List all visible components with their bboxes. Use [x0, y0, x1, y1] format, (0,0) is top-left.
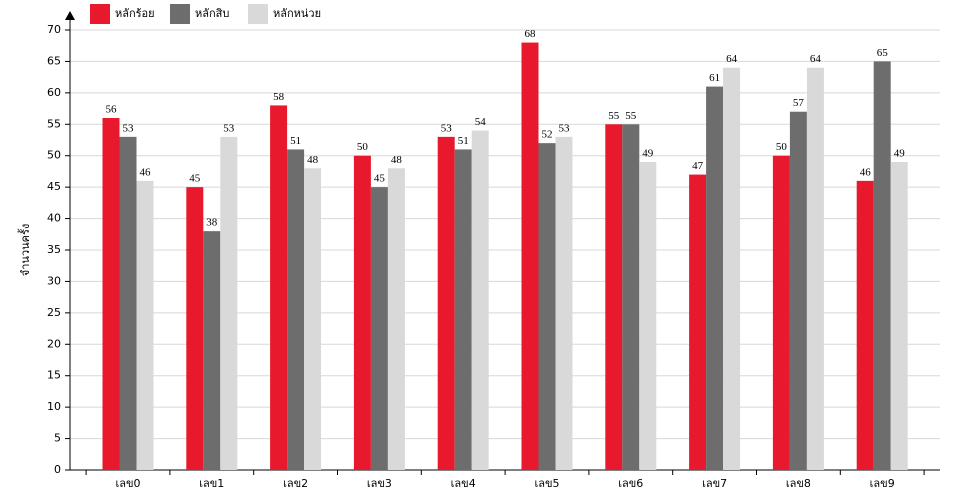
y-tick-label: 65 — [47, 54, 61, 67]
value-label: 47 — [692, 160, 704, 172]
y-tick-label: 15 — [47, 369, 61, 382]
x-tick-label: เลข2 — [283, 477, 308, 490]
bar — [706, 86, 724, 471]
bar — [772, 155, 790, 470]
bar — [454, 149, 472, 470]
value-label: 53 — [123, 122, 135, 134]
bar — [471, 130, 489, 471]
x-tick-label: เลข6 — [618, 477, 643, 490]
y-axis-label: จำนวนครั้ง — [17, 224, 32, 276]
y-axis-arrow — [65, 11, 75, 20]
bar — [639, 162, 657, 470]
x-tick-label: เลข0 — [115, 477, 140, 490]
bar — [689, 174, 707, 471]
bar — [806, 67, 824, 470]
value-label: 45 — [189, 173, 201, 185]
value-label: 68 — [525, 28, 537, 40]
value-label: 53 — [559, 122, 571, 134]
value-label: 56 — [106, 104, 118, 116]
x-tick-label: เลข4 — [451, 477, 476, 490]
y-tick-label: 5 — [54, 432, 61, 445]
legend-swatch — [248, 4, 268, 24]
y-tick-label: 40 — [47, 212, 61, 225]
bar — [220, 136, 238, 470]
legend-label: หลักร้อย — [115, 7, 155, 20]
value-label: 46 — [860, 166, 872, 178]
bar — [353, 155, 371, 470]
bar — [102, 118, 120, 470]
bar — [203, 231, 221, 470]
bar — [538, 143, 556, 470]
y-tick-label: 10 — [47, 400, 61, 413]
x-tick-label: เลข7 — [702, 477, 727, 490]
value-label: 61 — [709, 72, 720, 84]
bar — [873, 61, 891, 471]
y-tick-label: 25 — [47, 306, 61, 319]
value-label: 38 — [206, 217, 218, 229]
value-label: 48 — [307, 154, 319, 166]
x-tick-label: เลข5 — [534, 477, 559, 490]
y-tick-label: 60 — [47, 86, 61, 99]
value-label: 49 — [642, 148, 654, 160]
bar — [186, 187, 204, 470]
legend-swatch — [170, 4, 190, 24]
value-label: 54 — [475, 116, 487, 128]
value-label: 52 — [542, 129, 553, 141]
value-label: 55 — [625, 110, 637, 122]
value-label: 51 — [458, 135, 469, 147]
legend-label: หลักหน่วย — [273, 7, 321, 20]
y-tick-label: 50 — [47, 149, 61, 162]
bar — [270, 105, 288, 470]
y-tick-label: 0 — [54, 463, 61, 476]
value-label: 64 — [810, 53, 822, 65]
value-label: 51 — [290, 135, 301, 147]
bar — [304, 168, 322, 471]
value-label: 49 — [894, 148, 906, 160]
bar — [789, 111, 807, 470]
x-tick-label: เลข3 — [367, 477, 392, 490]
value-label: 64 — [726, 53, 738, 65]
x-tick-label: เลข9 — [870, 477, 895, 490]
value-label: 58 — [273, 91, 285, 103]
y-tick-label: 30 — [47, 274, 61, 287]
bar — [622, 124, 640, 471]
legend-label: หลักสิบ — [195, 7, 229, 20]
y-tick-label: 35 — [47, 243, 61, 256]
bar — [856, 180, 874, 470]
value-label: 55 — [608, 110, 620, 122]
value-label: 53 — [223, 122, 235, 134]
y-tick-label: 55 — [47, 117, 61, 130]
bar — [287, 149, 305, 470]
legend-swatch — [90, 4, 110, 24]
y-tick-label: 70 — [47, 23, 61, 36]
bar — [890, 162, 908, 470]
x-tick-label: เลข8 — [786, 477, 811, 490]
y-tick-label: 20 — [47, 337, 61, 350]
bar — [387, 168, 405, 471]
bar — [555, 136, 573, 470]
bar — [136, 180, 154, 470]
value-label: 53 — [441, 122, 453, 134]
y-tick-label: 45 — [47, 180, 61, 193]
bar — [605, 124, 623, 471]
bar — [119, 136, 137, 470]
value-label: 50 — [776, 141, 788, 153]
value-label: 48 — [391, 154, 403, 166]
value-label: 46 — [140, 166, 152, 178]
x-tick-label: เลข1 — [199, 477, 224, 490]
value-label: 45 — [374, 173, 386, 185]
bar — [521, 42, 539, 470]
value-label: 57 — [793, 97, 805, 109]
bar — [370, 187, 388, 470]
value-label: 65 — [877, 47, 889, 59]
bar — [723, 67, 741, 470]
value-label: 50 — [357, 141, 369, 153]
bar — [437, 136, 455, 470]
